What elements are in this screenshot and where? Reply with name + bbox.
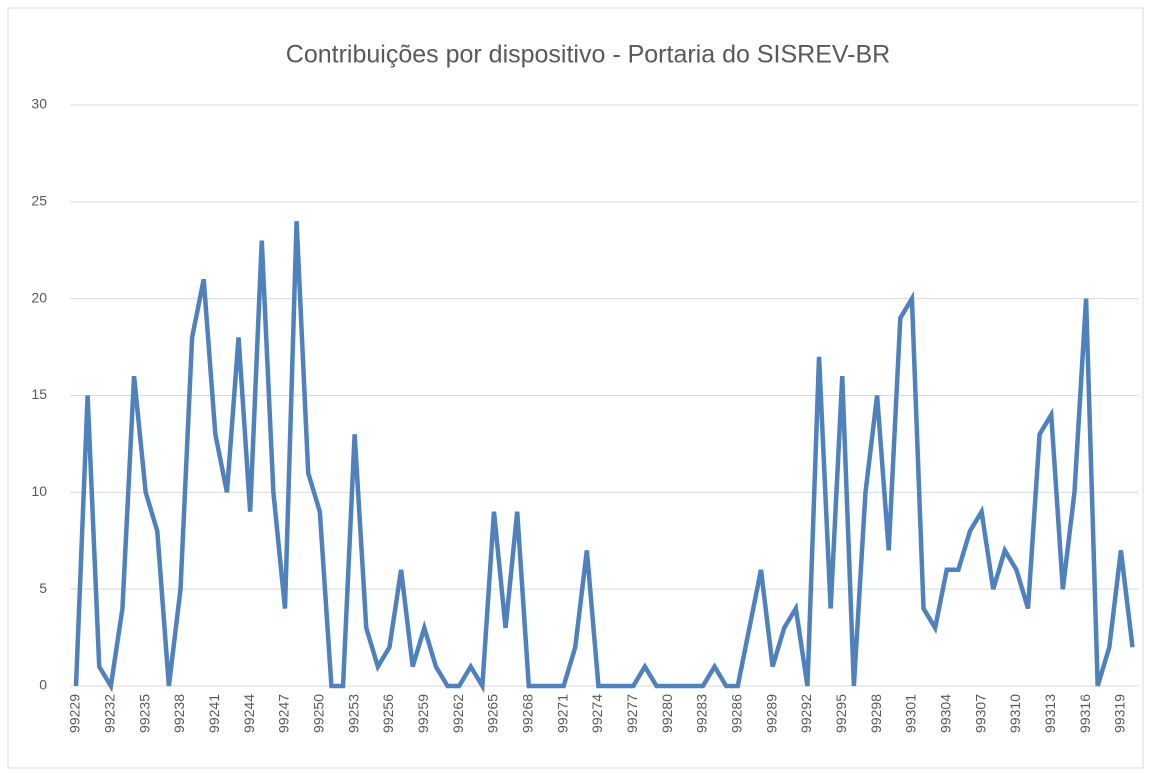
data-line — [73, 221, 1135, 694]
x-tick-label: 99235 — [136, 694, 152, 733]
y-tick-label: 15 — [31, 386, 47, 402]
x-tick-label: 99229 — [67, 694, 83, 733]
x-tick-label: 99280 — [659, 694, 675, 733]
x-tick-label: 99259 — [415, 694, 431, 733]
chart-title: Contribuições por dispositivo - Portaria… — [286, 41, 890, 69]
x-tick-label: 99277 — [624, 694, 640, 733]
x-tick-label: 99313 — [1042, 694, 1058, 733]
x-tick-label: 99241 — [206, 694, 222, 733]
x-tick-label: 99247 — [276, 694, 292, 733]
y-tick-label: 5 — [39, 580, 47, 596]
y-tick-label: 25 — [31, 193, 47, 209]
y-tick-label: 20 — [31, 289, 47, 305]
x-tick-label: 99274 — [589, 694, 605, 733]
y-tick-label: 10 — [31, 483, 47, 499]
x-tick-label: 99265 — [485, 694, 501, 733]
x-tick-label: 99238 — [171, 694, 187, 733]
y-tick-label: 30 — [31, 96, 47, 112]
x-tick-label: 99286 — [728, 694, 744, 733]
x-tick-label: 99253 — [345, 694, 361, 733]
x-tick-label: 99232 — [102, 694, 118, 733]
x-tick-label: 99304 — [937, 694, 953, 733]
x-tick-label: 99262 — [450, 694, 466, 733]
x-tick-label: 99319 — [1112, 694, 1128, 733]
x-tick-label: 99283 — [694, 694, 710, 733]
x-tick-label: 99301 — [903, 694, 919, 733]
x-tick-label: 99250 — [311, 694, 327, 733]
x-tick-label: 99268 — [519, 694, 535, 733]
x-tick-label: 99289 — [763, 694, 779, 733]
x-tick-label: 99307 — [972, 694, 988, 733]
x-tick-label: 99292 — [798, 694, 814, 733]
y-tick-label: 0 — [39, 677, 47, 693]
x-tick-label: 99295 — [833, 694, 849, 733]
x-tick-label: 99316 — [1077, 694, 1093, 733]
x-tick-label: 99271 — [554, 694, 570, 733]
x-tick-label: 99298 — [868, 694, 884, 733]
x-tick-label: 99310 — [1007, 694, 1023, 733]
x-tick-label: 99256 — [380, 694, 396, 733]
x-tick-label: 99244 — [241, 694, 257, 733]
